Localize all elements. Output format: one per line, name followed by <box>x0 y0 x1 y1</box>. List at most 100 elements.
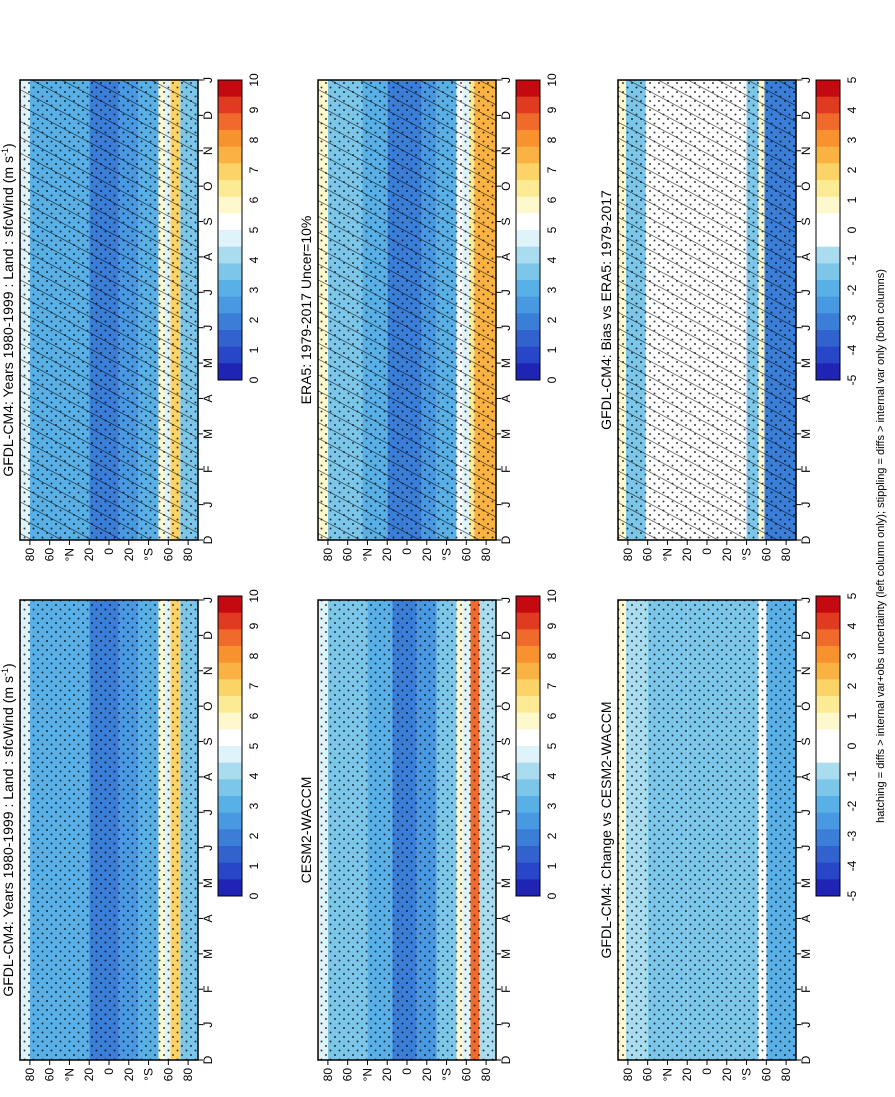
colorbar-swatch <box>816 196 840 214</box>
month-tick-label: J <box>499 502 513 508</box>
colorbar-label: 1 <box>845 196 859 203</box>
colorbar-swatch <box>218 330 242 348</box>
title-gfdl-right-end: ) <box>0 663 16 668</box>
colorbar-swatch <box>816 230 840 248</box>
colorbar-swatch <box>218 313 242 331</box>
lat-tick-label: 20 <box>380 548 394 562</box>
month-tick-label: A <box>799 914 813 922</box>
stippling-overlay <box>618 600 796 1060</box>
colorbar-frame <box>515 79 541 381</box>
lat-tick-label: 20 <box>420 1068 434 1082</box>
colorbar-swatch <box>816 696 840 714</box>
colorbar-frame <box>815 595 841 897</box>
colorbar-swatch <box>816 296 840 314</box>
colorbar-swatch <box>816 646 840 664</box>
colorbar-swatch <box>218 879 242 897</box>
colorbar-swatch <box>816 213 840 231</box>
colorbar-swatch <box>218 696 242 714</box>
colorbar-label: 3 <box>845 652 859 659</box>
month-tick-label: J <box>201 325 215 331</box>
colorbar-swatch <box>816 679 840 697</box>
month-tick-label: N <box>799 146 813 155</box>
colorbar-swatch <box>816 796 840 814</box>
hatching-overlay <box>318 80 496 540</box>
month-tick-label: J <box>499 845 513 851</box>
colorbar-swatch <box>816 363 840 381</box>
colorbar-swatch <box>816 246 840 264</box>
colorbar-label: 10 <box>247 589 261 603</box>
month-tick-label: M <box>499 358 513 368</box>
colorbar-label: 9 <box>247 622 261 629</box>
colorbar-swatch <box>516 246 540 264</box>
month-tick-label: M <box>201 878 215 888</box>
plot-gfdl-right: 80 60 °S 20 0 20 °N 60 80 D J F M A M J J A S O N D J <box>19 597 215 1081</box>
title-gfdl-right-sup: -1 <box>0 668 10 676</box>
colorbar-swatch <box>218 280 242 298</box>
lat-tick-label: 60 <box>641 1068 655 1082</box>
lat-tick-label: °N <box>660 548 674 561</box>
colorbar-swatch <box>516 746 540 764</box>
colorbar-swatch <box>516 812 540 830</box>
title-gfdl-left-sup: -1 <box>0 148 10 156</box>
colorbar-label: 10 <box>545 589 559 603</box>
month-tick-label: F <box>499 466 513 473</box>
colorbar-swatch <box>816 280 840 298</box>
lat-tick-label: 0 <box>102 548 116 555</box>
month-tick-label: M <box>499 429 513 439</box>
lat-tick-label: 60 <box>759 1068 773 1082</box>
plot-gfdl-left: 80 60 °S 20 0 20 °N 60 80 D J F M A M J J A S O N D J <box>19 77 215 562</box>
title-gfdl-right-main: GFDL-CM4: Years 1980-1999 : Land : sfcWi… <box>0 676 16 997</box>
month-tick-label: J <box>499 1022 513 1028</box>
month-tick-label: O <box>201 701 215 710</box>
month-tick-label: J <box>799 77 813 83</box>
month-tick-label: O <box>799 701 813 710</box>
lat-tick-label: °N <box>62 548 76 561</box>
lat-tick-label: °N <box>660 1068 674 1081</box>
colorbar-label: 1 <box>247 346 261 353</box>
colorbar-swatch <box>816 596 840 614</box>
colorbar-swatch <box>516 313 540 331</box>
colorbar-swatch <box>218 113 242 131</box>
month-tick-label: F <box>499 986 513 993</box>
colorbar-swatch <box>516 180 540 198</box>
month-tick-label: J <box>201 289 215 295</box>
colorbar-label: 8 <box>545 652 559 659</box>
colorbar-label: 9 <box>545 622 559 629</box>
colorbar-swatch <box>516 363 540 381</box>
lat-tick-label: °S <box>440 548 454 561</box>
lat-tick-label: 80 <box>23 548 37 562</box>
colorbar-swatch <box>516 662 540 680</box>
colorbar-label: 0 <box>845 226 859 233</box>
colorbar-swatch <box>816 662 840 680</box>
colorbar-swatch <box>516 729 540 747</box>
month-tick-label: J <box>799 845 813 851</box>
month-tick-label: J <box>201 77 215 83</box>
colorbar-swatch <box>516 96 540 114</box>
lat-tick-label: 80 <box>479 548 493 562</box>
month-tick-label: D <box>799 535 813 544</box>
colorbar-swatch <box>516 629 540 647</box>
colorbar-swatch <box>516 762 540 780</box>
colorbar-swatch <box>816 113 840 131</box>
month-tick-label: N <box>201 666 215 675</box>
month-tick-label: J <box>201 502 215 508</box>
colorbar-swatch <box>218 779 242 797</box>
month-tick-label: D <box>499 535 513 544</box>
colorbar-swatch <box>218 346 242 364</box>
colorbar-label: -4 <box>845 344 859 355</box>
colorbar-swatch <box>516 596 540 614</box>
colorbar-swatch <box>516 779 540 797</box>
colorbar-label: 3 <box>247 286 261 293</box>
month-tick-label: S <box>499 218 513 226</box>
colorbar-label: 2 <box>845 166 859 173</box>
colorbar-swatch <box>816 812 840 830</box>
month-tick-label: M <box>799 429 813 439</box>
month-tick-label: J <box>499 597 513 603</box>
month-tick-label: F <box>799 986 813 993</box>
title-bias: GFDL-CM4: Bias vs ERA5: 1979-2017 <box>598 190 614 430</box>
month-tick-label: S <box>799 738 813 746</box>
